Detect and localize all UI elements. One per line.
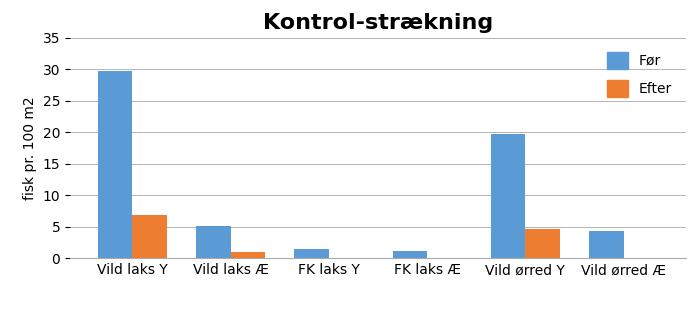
Legend: Før, Efter: Før, Efter [600,45,679,104]
Bar [230,252,265,258]
Bar [98,71,132,258]
Bar [132,215,167,258]
Bar [491,134,526,258]
Bar [526,229,560,258]
Bar [393,251,427,258]
Y-axis label: fisk pr. 100 m2: fisk pr. 100 m2 [23,96,37,200]
Title: Kontrol-strækning: Kontrol-strækning [263,14,493,33]
Bar [589,231,624,258]
Bar [295,249,329,258]
Bar [196,226,230,258]
